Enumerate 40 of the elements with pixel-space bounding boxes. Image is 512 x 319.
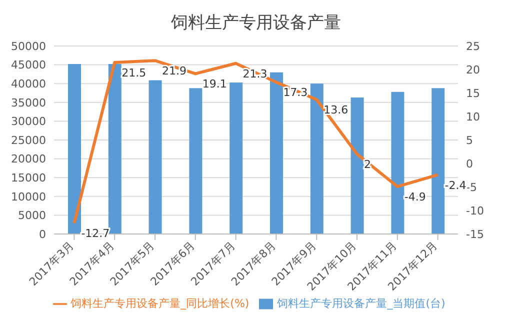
y-tick-label: 0 <box>39 228 46 241</box>
y-tick-label: 25000 <box>11 134 46 147</box>
y-tick-label: 10000 <box>11 190 46 204</box>
data-label: 21.9 <box>162 64 186 78</box>
bar <box>148 80 162 234</box>
data-label: -12.7 <box>81 227 110 240</box>
data-label: 19.1 <box>202 78 227 91</box>
bar <box>391 92 404 234</box>
bar <box>350 98 364 234</box>
y2-tick-label: -15 <box>466 228 484 241</box>
data-label: -2.4 <box>444 178 466 192</box>
bar <box>108 64 122 234</box>
y-tick-label: 50000 <box>11 40 46 53</box>
bar <box>230 82 243 234</box>
data-label: 21.5 <box>122 66 146 80</box>
y2-tick-label: 20 <box>466 63 480 76</box>
y2-tick-label: 5 <box>466 134 473 147</box>
bar <box>310 84 324 234</box>
y-tick-label: 35000 <box>11 96 46 110</box>
y-tick-label: 5000 <box>18 209 46 222</box>
y-tick-label: 40000 <box>11 78 46 91</box>
y-tick-label: 45000 <box>11 58 46 72</box>
data-label: -4.9 <box>404 190 426 204</box>
y-tick-label: 15000 <box>11 172 46 185</box>
y2-tick-label: -5 <box>466 180 477 194</box>
y2-tick-label: 25 <box>466 40 480 53</box>
bar <box>189 88 202 234</box>
y2-tick-label: 0 <box>466 157 473 170</box>
legend-label: 饲料生产专用设备产量_同比增长(%) <box>70 297 250 310</box>
bar <box>432 88 445 234</box>
chart-title: 饲料生产专用设备产量 <box>170 12 342 35</box>
y-tick-label: 20000 <box>11 152 46 166</box>
y2-tick-label: 10 <box>466 110 480 124</box>
bar <box>68 64 81 234</box>
line-series <box>72 59 440 225</box>
y-tick-label: 30000 <box>11 115 46 128</box>
y2-tick-label: 15 <box>466 86 480 100</box>
y2-tick-label: -10 <box>466 204 484 218</box>
bar <box>270 72 283 234</box>
legend-label: 饲料生产专用设备产量_当期值(台) <box>277 297 446 310</box>
